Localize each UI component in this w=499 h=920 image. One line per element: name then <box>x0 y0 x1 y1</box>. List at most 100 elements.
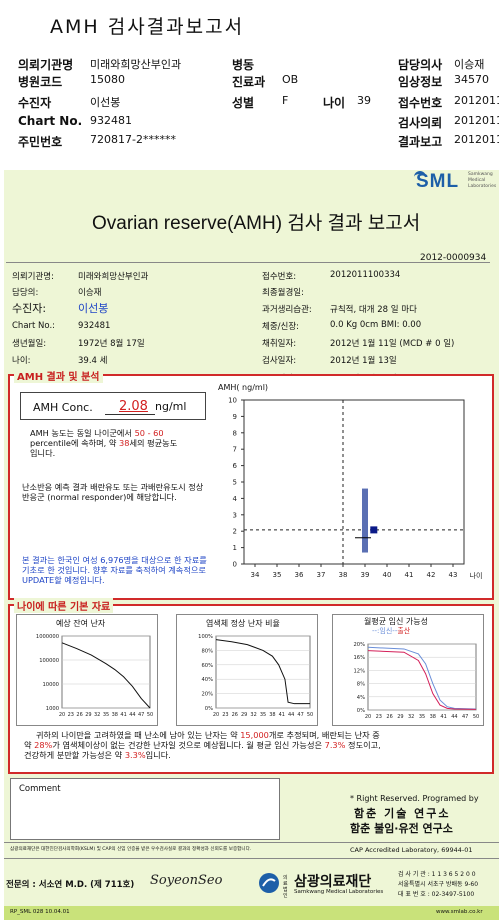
header-value: 20120113 <box>454 133 499 146</box>
contact-2: 서울특별시 서초구 방배동 9-60 <box>398 881 479 888</box>
header-label: 임상정보 <box>398 75 443 89</box>
info-value: 0.0 Kg 0cm BMI: 0.00 <box>330 320 422 330</box>
header-label: 담당의사 <box>398 58 443 72</box>
cap-text: CAP Accredited Laboratory, 69944-01 <box>350 846 473 854</box>
x-tick-label: 41 <box>120 712 126 718</box>
header-label: 결과보고 <box>398 135 443 149</box>
x-tick-label: 34 <box>251 571 260 579</box>
x-tick-label: 41 <box>405 571 414 579</box>
info-value: 미래와희망산부인과 <box>78 272 149 282</box>
x-tick-label: 26 <box>76 712 82 718</box>
header-label: 진료과 <box>232 75 266 89</box>
info-label: 의뢰기관명: <box>12 272 54 282</box>
form-code: RP_SML 028 10.04.01 <box>10 909 70 915</box>
y-tick-label: 4% <box>357 695 365 701</box>
info-value: 932481 <box>78 321 111 331</box>
mini-plot-area <box>367 643 477 711</box>
info-label: 채취일자: <box>262 339 297 349</box>
x-tick-label: 38 <box>430 714 436 720</box>
header-label: 성별 <box>232 96 255 110</box>
header-value: 이선봉 <box>90 96 121 109</box>
header-value: 720817-2****** <box>90 133 176 146</box>
x-tick-label: 44 <box>288 712 294 718</box>
document-title: AMH 검사결과보고서 <box>50 16 245 38</box>
x-tick-label: 50 <box>473 714 479 720</box>
x-tick-label: 40 <box>383 571 392 579</box>
header-label: 나이 <box>323 96 346 110</box>
x-tick-label: 47 <box>138 712 144 718</box>
mini-plot-area <box>61 635 151 709</box>
x-tick-label: 29 <box>241 712 247 718</box>
info-value: 2012년 1월 13일 <box>330 356 397 366</box>
header-label: 병원코드 <box>18 75 63 89</box>
report-number: 2012-0000934 <box>420 253 487 263</box>
y-tick-label: 20% <box>353 642 365 648</box>
y-tick-label: 5 <box>233 479 237 487</box>
amh-conc-underline <box>105 414 155 415</box>
foundation-en: Samkwang Medical Laboratories <box>294 889 384 895</box>
x-tick-label: 39 <box>361 571 370 579</box>
info-label: 과거생리습관: <box>262 305 312 315</box>
org1-text: 함춘 기술 연구소 <box>354 807 451 820</box>
amh-conc-label: AMH Conc. <box>33 401 93 414</box>
x-tick-label: 20 <box>213 712 219 718</box>
x-tick-label: 23 <box>68 712 74 718</box>
euploid-chart-title: 염색체 정상 난자 비율 <box>206 619 280 628</box>
normal-range-bar <box>362 488 368 553</box>
header-value: 20120111 <box>454 114 499 127</box>
y-tick-label: 100% <box>198 634 213 640</box>
x-tick-label: 32 <box>408 714 414 720</box>
y-tick-label: 2 <box>233 528 237 536</box>
report-title: Ovarian reserve(AMH) 검사 결과 보고서 <box>92 213 421 234</box>
header-value: OB <box>282 73 299 86</box>
header-label: 의뢰기관명 <box>18 58 74 72</box>
x-tick-label: 26 <box>232 712 238 718</box>
y-tick-label: 80% <box>201 648 213 654</box>
x-tick-label: 50 <box>147 712 153 718</box>
amh-conc-value: 2.08 <box>119 399 148 414</box>
y-tick-label: 60% <box>201 663 213 669</box>
header-value: 39 <box>357 94 371 107</box>
x-tick-label: 41 <box>279 712 285 718</box>
org2-text: 함춘 불임·유전 연구소 <box>350 822 453 835</box>
bottom-band <box>4 906 499 920</box>
y-tick-label: 0% <box>357 708 365 714</box>
y-tick-label: 7 <box>233 446 237 454</box>
amh-conc-unit: ng/ml <box>155 400 187 413</box>
amh-percentile-text: AMH 농도는 동일 나이군에서 50 - 60 percentile에 속하며… <box>30 428 178 458</box>
header-value: 미래와희망산부인과 <box>90 58 182 71</box>
y-tick-label: 3 <box>233 511 237 519</box>
info-label: 담당의: <box>12 288 39 298</box>
y-tick-label: 1000 <box>46 706 59 712</box>
foundation-name: 삼광의료재단 <box>294 874 372 890</box>
y-tick-label: 1000000 <box>36 634 59 640</box>
patient-amh-point <box>370 526 378 534</box>
series-line <box>367 650 477 710</box>
info-value: 규칙적, 대개 28 일 마다 <box>330 305 417 315</box>
footer-divider <box>4 842 499 843</box>
y-tick-label: 12% <box>353 668 365 674</box>
header-value: 34570 <box>454 73 489 86</box>
foundation-logo-icon <box>258 872 280 894</box>
info-value: 2012011100334 <box>330 270 401 280</box>
x-axis-label: 나이 <box>470 571 483 580</box>
header-label: 병동 <box>232 58 255 72</box>
x-tick-label: 35 <box>260 712 266 718</box>
sml-logo: SML Samkwang Medical Laboratories <box>414 171 497 192</box>
series-line <box>61 642 151 709</box>
x-tick-label: 41 <box>440 714 446 720</box>
y-tick-label: 6 <box>233 462 238 470</box>
x-tick-label: 32 <box>94 712 100 718</box>
amh-section-title: AMH 결과 및 분석 <box>14 368 103 383</box>
y-tick-label: 8 <box>233 429 237 437</box>
amh-conc-box: AMH Conc. 2.08 ng/ml <box>20 392 206 420</box>
website: www.smlab.co.kr <box>436 909 483 915</box>
x-tick-label: 32 <box>250 712 256 718</box>
mini-plot-area <box>215 635 311 709</box>
doctor-name: 전문의 : 서소연 M.D. (제 711호) <box>6 880 135 890</box>
x-tick-label: 44 <box>129 712 135 718</box>
x-tick-label: 50 <box>307 712 313 718</box>
age-summary-text: 귀하의 나이만을 고려하였을 때 난소에 남아 있는 난자는 약 15,000개… <box>24 730 381 760</box>
x-tick-label: 37 <box>317 571 326 579</box>
